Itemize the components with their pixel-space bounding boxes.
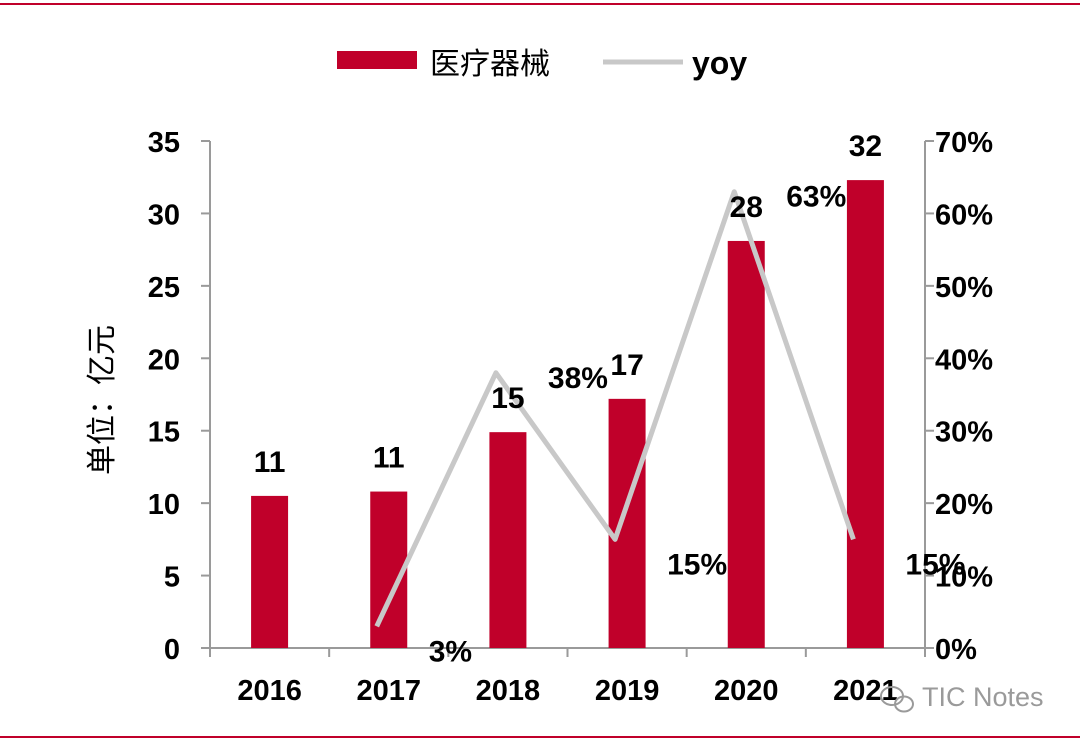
y-tick-label-right: 0% [935, 634, 977, 666]
legend-bar-label: 医疗器械 [430, 48, 550, 81]
y-tick-label-left: 15 [148, 417, 180, 449]
y-tick-label-right: 40% [935, 344, 993, 376]
y-tick-label-left: 20 [148, 344, 180, 376]
y-tick-label-left: 25 [148, 272, 180, 304]
x-tick-label: 2020 [714, 675, 779, 707]
y-tick-label-right: 50% [935, 272, 993, 304]
x-tick-label: 2019 [595, 675, 660, 707]
legend: 医疗器械 yoy [337, 45, 747, 81]
bar-data-label: 11 [373, 442, 405, 475]
yoy-data-label: 38% [548, 362, 608, 395]
legend-line-label: yoy [692, 45, 747, 81]
yoy-data-label: 15% [667, 548, 727, 581]
x-tick-label: 2021 [833, 675, 898, 707]
bar [609, 399, 646, 648]
legend-bar-swatch [337, 51, 417, 69]
y-tick-label-left: 0 [164, 634, 180, 666]
x-tick-label: 2016 [237, 675, 302, 707]
bar [251, 496, 288, 648]
bar [489, 432, 526, 648]
yoy-data-label: 15% [905, 548, 965, 581]
x-tick-label: 2017 [356, 675, 421, 707]
bar-data-label: 28 [730, 191, 763, 224]
y-tick-label-right: 30% [935, 417, 993, 449]
y-tick-label-left: 5 [164, 562, 180, 594]
yoy-data-label: 63% [786, 181, 846, 214]
x-tick-label: 2018 [476, 675, 541, 707]
yoy-data-label: 3% [429, 635, 472, 668]
bar-data-label: 32 [849, 130, 882, 163]
y-axis-title: 单位：亿元 [85, 325, 120, 475]
bar-data-label: 15 [491, 382, 524, 415]
watermark-text: TIC Notes [922, 682, 1044, 712]
watermark: TIC Notes [881, 682, 1044, 712]
bar [728, 241, 765, 648]
y-tick-label-left: 35 [148, 127, 180, 159]
bar-series [251, 180, 884, 648]
bar [847, 180, 884, 648]
y-tick-label-right: 60% [935, 199, 993, 231]
y-tick-label-left: 10 [148, 489, 180, 521]
bar-data-label: 11 [254, 446, 286, 479]
y-tick-label-right: 20% [935, 489, 993, 521]
y-tick-label-left: 30 [148, 199, 180, 231]
y-tick-label-right: 70% [935, 127, 993, 159]
bar-data-label: 17 [610, 349, 643, 382]
